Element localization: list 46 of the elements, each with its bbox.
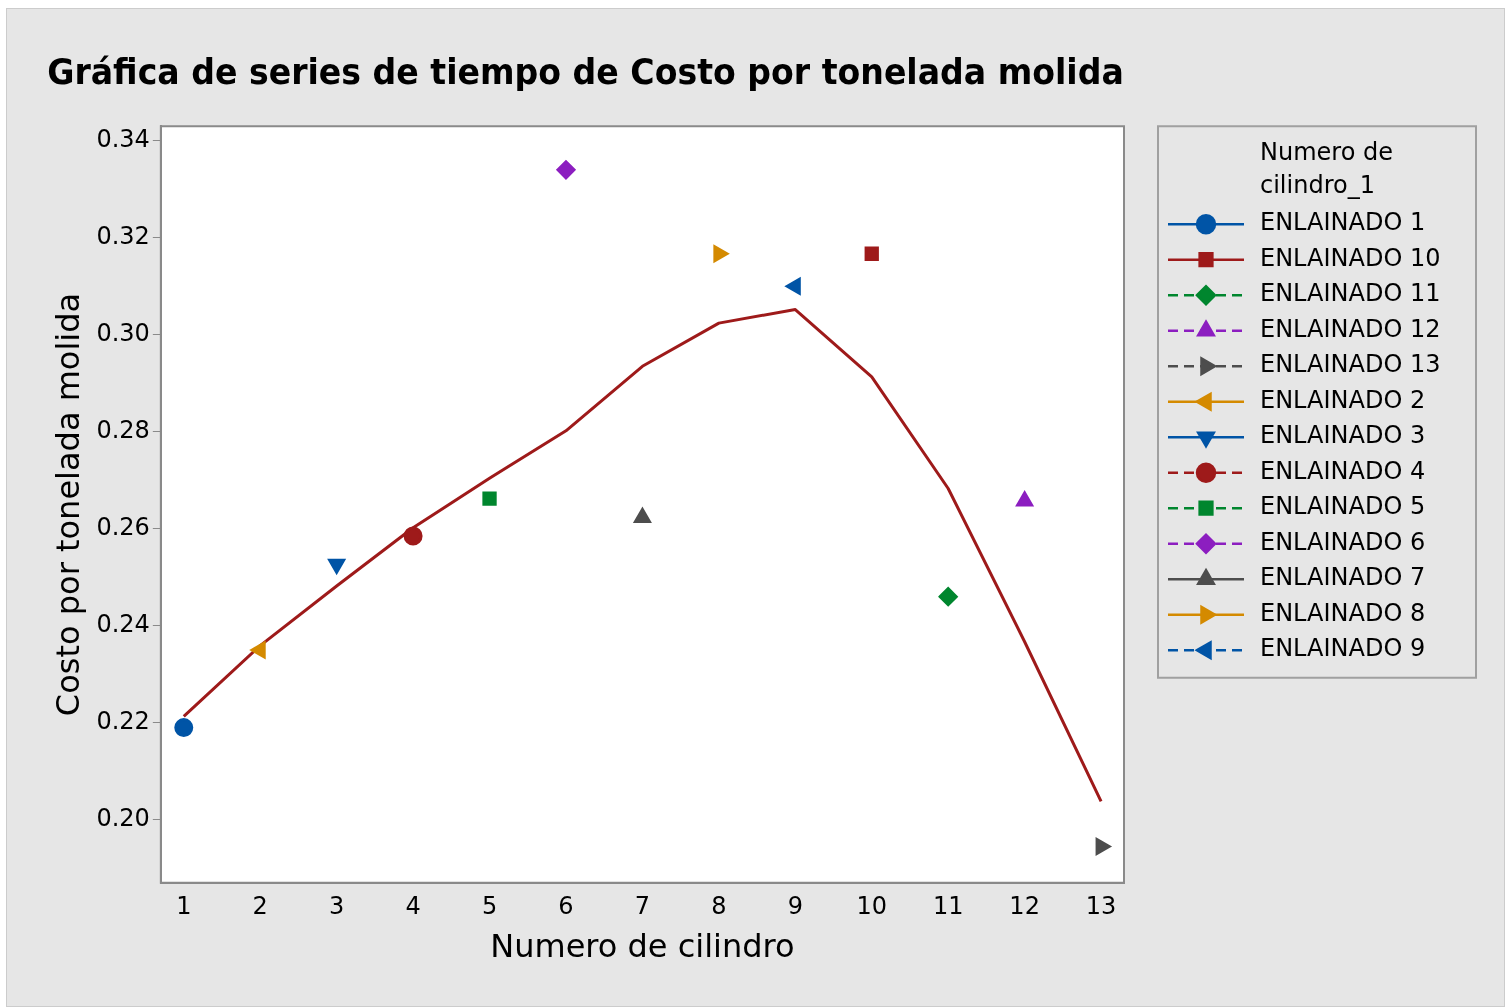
legend-title: Numero de cilindro_1 xyxy=(1260,138,1393,200)
x-tick-label: 9 xyxy=(787,892,803,921)
legend-label: ENLAINADO 4 xyxy=(1260,456,1426,485)
legend-label: ENLAINADO 1 xyxy=(1260,208,1426,237)
x-tick-label: 10 xyxy=(856,892,888,921)
y-axis-title: Costo por tonelada molida xyxy=(48,292,87,717)
y-tick-label: 0.22 xyxy=(96,706,150,735)
point xyxy=(403,526,423,546)
x-tick-label: 13 xyxy=(1085,892,1117,921)
x-tick-label: 2 xyxy=(252,892,268,921)
legend-label: ENLAINADO 13 xyxy=(1260,350,1441,379)
x-tick-label: 8 xyxy=(711,892,727,921)
x-tick-label: 7 xyxy=(634,892,651,921)
legend-label: ENLAINADO 10 xyxy=(1260,243,1441,272)
x-tick-label: 11 xyxy=(932,892,964,921)
point xyxy=(328,558,346,574)
legend-label: ENLAINADO 3 xyxy=(1260,421,1426,450)
legend-label: ENLAINADO 6 xyxy=(1260,527,1426,556)
x-tick-label: 6 xyxy=(558,892,574,921)
x-tick-label: 3 xyxy=(329,892,345,921)
x-axis-title: Numero de cilindro xyxy=(490,927,795,966)
y-tick-label: 0.30 xyxy=(96,318,150,347)
legend-label: ENLAINADO 7 xyxy=(1260,563,1426,592)
legend-label: ENLAINADO 2 xyxy=(1260,385,1426,414)
y-tick-label: 0.32 xyxy=(96,221,150,250)
y-tick-label: 0.24 xyxy=(96,609,150,638)
x-tick-label: 5 xyxy=(481,892,498,921)
y-tick-label: 0.20 xyxy=(96,803,150,832)
y-tick-label: 0.34 xyxy=(96,124,150,153)
legend-label: ENLAINADO 8 xyxy=(1260,598,1426,627)
y-tick-label: 0.28 xyxy=(96,415,150,444)
x-tick-label: 1 xyxy=(176,892,192,921)
legend-label: ENLAINADO 12 xyxy=(1260,314,1441,343)
point xyxy=(633,508,651,524)
legend-label: ENLAINADO 5 xyxy=(1260,492,1426,521)
legend-label: ENLAINADO 9 xyxy=(1260,634,1426,663)
point xyxy=(556,160,576,180)
x-tick-label: 4 xyxy=(405,892,421,921)
point xyxy=(482,491,497,506)
chart-title: Gráfica de series de tiempo de Costo por tonelada molida xyxy=(47,50,1124,93)
x-tick-label: 12 xyxy=(1009,892,1040,921)
y-tick-label: 0.26 xyxy=(96,512,150,541)
legend-label: ENLAINADO 11 xyxy=(1260,279,1441,308)
point xyxy=(864,246,879,261)
point xyxy=(938,587,958,607)
point xyxy=(174,718,194,738)
